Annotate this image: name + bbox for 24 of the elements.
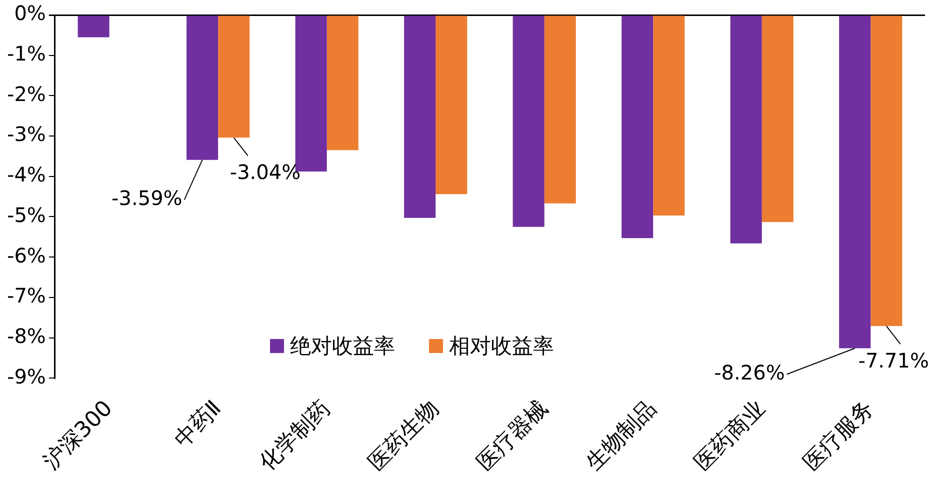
data-label: -8.26% bbox=[714, 360, 785, 384]
x-tick-label: 医疗器械 bbox=[472, 396, 553, 476]
y-tick-label: -8% bbox=[6, 324, 46, 348]
data-label: -3.04% bbox=[230, 160, 301, 184]
y-tick-label: -7% bbox=[6, 284, 46, 308]
x-tick-label: 沪深300 bbox=[39, 396, 118, 475]
y-tick-label: 0% bbox=[14, 1, 46, 26]
x-tick-label: 医疗服务 bbox=[799, 396, 879, 476]
x-tick-label: 医药生物 bbox=[364, 396, 444, 476]
y-tick-label: -6% bbox=[6, 243, 46, 268]
x-tick-label: 生物制品 bbox=[581, 396, 662, 476]
y-tick-label: -3% bbox=[6, 122, 46, 146]
y-tick-label: -4% bbox=[6, 162, 46, 187]
data-label: -7.71% bbox=[858, 348, 929, 372]
legend-label: 相对收益率 bbox=[449, 333, 554, 360]
x-tick-label: 中药Ⅱ bbox=[170, 396, 226, 452]
y-tick-label: -2% bbox=[6, 82, 46, 106]
legend-label: 绝对收益率 bbox=[290, 333, 395, 360]
x-tick-label: 医药商业 bbox=[690, 396, 770, 476]
y-tick-label: -1% bbox=[6, 42, 46, 66]
y-tick-label: -5% bbox=[6, 202, 46, 227]
x-tick-label: 化学制药 bbox=[255, 396, 336, 476]
y-tick-label: -9% bbox=[6, 364, 46, 388]
data-label: -3.59% bbox=[112, 186, 182, 210]
